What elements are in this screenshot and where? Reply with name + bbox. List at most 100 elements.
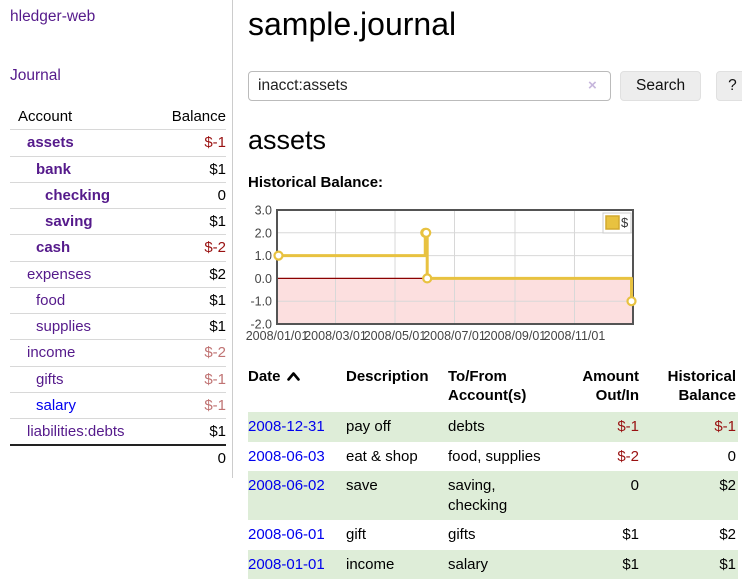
transaction-accounts: salary bbox=[448, 555, 489, 573]
brand-link[interactable]: hledger-web bbox=[10, 8, 96, 25]
account-row: bank $1 bbox=[10, 156, 226, 183]
register-header-row: Date Description To/From Account(s) Amou… bbox=[248, 366, 738, 413]
register-header-balance: Historical Balance bbox=[667, 367, 736, 404]
register-date-cell: 2008-01-01 bbox=[248, 550, 346, 580]
account-link-income[interactable]: income bbox=[27, 344, 76, 362]
y-tick-label: 2.0 bbox=[255, 226, 272, 240]
account-row: salary $-1 bbox=[10, 392, 226, 420]
account-row: assets $-1 bbox=[10, 129, 226, 157]
transaction-description: eat & shop bbox=[346, 447, 418, 465]
y-tick-label: 0.0 bbox=[255, 272, 272, 286]
account-balance: $-1 bbox=[156, 129, 226, 157]
account-link-checking[interactable]: checking bbox=[45, 186, 111, 204]
transaction-date-link[interactable]: 2008-12-31 bbox=[248, 418, 325, 436]
transaction-description: income bbox=[346, 555, 395, 573]
account-link-salary[interactable]: salary bbox=[36, 396, 77, 414]
transaction-amount: $-2 bbox=[617, 447, 639, 465]
legend-swatch bbox=[605, 215, 620, 230]
account-balance: $-2 bbox=[156, 339, 226, 367]
sidebar-item-journal[interactable]: Journal bbox=[10, 67, 61, 84]
register-date-cell: 2008-06-03 bbox=[248, 442, 346, 472]
x-tick-label: 2008/07/01 bbox=[423, 329, 486, 343]
account-row: liabilities:debts $1 bbox=[10, 418, 226, 446]
search-input[interactable] bbox=[248, 71, 611, 102]
account-row: cash $-2 bbox=[10, 234, 226, 262]
account-link-cash[interactable]: cash bbox=[36, 239, 71, 257]
register-date-cell: 2008-12-31 bbox=[248, 412, 346, 442]
accounts-table: Account Balance assets $-1 bank $1 checking 0… bbox=[10, 104, 226, 472]
account-link-saving[interactable]: saving bbox=[45, 213, 93, 230]
account-link-food[interactable]: food bbox=[36, 291, 66, 309]
account-link-expenses[interactable]: expenses bbox=[27, 265, 92, 283]
search-bar: × Search ? bbox=[248, 71, 742, 102]
account-balance: $1 bbox=[156, 156, 226, 183]
x-tick-label: 2008/03/01 bbox=[304, 329, 367, 343]
main-content: sample.journal × Search ? assets Histori… bbox=[233, 0, 742, 580]
transaction-amount: $1 bbox=[622, 526, 639, 544]
register-row: 2008-06-02 save saving, checking 0 $2 bbox=[248, 471, 738, 521]
y-tick-label: -1.0 bbox=[250, 294, 272, 308]
register-header-date[interactable]: Date bbox=[248, 366, 346, 413]
account-link-bank[interactable]: bank bbox=[36, 160, 72, 178]
register-row: 2008-06-03 eat & shop food, supplies $-2 0 bbox=[248, 442, 738, 472]
account-row: checking 0 bbox=[10, 182, 226, 210]
help-button[interactable]: ? bbox=[716, 71, 742, 102]
x-tick-label: 2008/11/01 bbox=[544, 329, 606, 343]
transaction-amount: $1 bbox=[622, 555, 639, 573]
transaction-date-link[interactable]: 2008-06-01 bbox=[248, 526, 325, 544]
transaction-accounts: debts bbox=[448, 418, 485, 436]
account-row: saving $1 bbox=[10, 208, 226, 236]
legend-label: $ bbox=[621, 215, 629, 230]
register-header-amount: Amount Out/In bbox=[582, 367, 639, 404]
search-button[interactable]: Search bbox=[620, 71, 702, 102]
account-link-liabilities-debts[interactable]: liabilities:debts bbox=[27, 423, 125, 440]
register-header-accounts: To/From Account(s) bbox=[448, 367, 527, 404]
register-date-cell: 2008-06-02 bbox=[248, 471, 346, 520]
account-balance: $2 bbox=[156, 261, 226, 288]
accounts-header-account: Account bbox=[10, 104, 156, 131]
account-row: gifts $-1 bbox=[10, 366, 226, 393]
transaction-balance: 0 bbox=[727, 447, 736, 465]
y-tick-label: -2.0 bbox=[250, 317, 272, 331]
account-link-assets[interactable]: assets bbox=[27, 134, 74, 152]
transaction-balance: $-1 bbox=[714, 418, 736, 436]
transaction-description: save bbox=[346, 477, 378, 495]
account-row: supplies $1 bbox=[10, 313, 226, 341]
x-tick-label: 2008/09/01 bbox=[484, 329, 547, 343]
x-tick-label: 2008/05/01 bbox=[364, 329, 427, 343]
transaction-amount: $-1 bbox=[617, 418, 639, 436]
account-link-supplies[interactable]: supplies bbox=[36, 318, 92, 335]
sidebar: hledger-web Journal Account Balance asse… bbox=[0, 0, 233, 478]
transaction-accounts: food, supplies bbox=[448, 447, 541, 465]
account-balance: $1 bbox=[156, 418, 226, 446]
chart-legend: $ bbox=[602, 212, 632, 234]
transaction-description: gift bbox=[346, 526, 367, 544]
account-row: food $1 bbox=[10, 287, 226, 315]
register-header-description: Description bbox=[346, 367, 429, 385]
x-tick-label: 2008/01/01 bbox=[246, 329, 309, 343]
transaction-date-link[interactable]: 2008-06-03 bbox=[248, 447, 325, 465]
account-row: income $-2 bbox=[10, 339, 226, 367]
transaction-date-link[interactable]: 2008-01-01 bbox=[248, 555, 325, 573]
register-row: 2008-06-01 gift gifts $1 $2 bbox=[248, 520, 738, 550]
accounts-total-row: 0 bbox=[10, 444, 226, 472]
clear-search-icon[interactable]: × bbox=[588, 77, 597, 95]
transaction-accounts: gifts bbox=[448, 526, 476, 544]
accounts-total-value: 0 bbox=[156, 444, 226, 472]
y-tick-label: 1.0 bbox=[255, 249, 272, 263]
page-title: sample.journal bbox=[248, 6, 457, 42]
accounts-header-balance: Balance bbox=[156, 104, 226, 131]
account-balance: $1 bbox=[156, 287, 226, 315]
register-row: 2008-01-01 income salary $1 $1 bbox=[248, 549, 738, 580]
transaction-balance: $2 bbox=[719, 526, 736, 544]
transaction-date-link[interactable]: 2008-06-02 bbox=[248, 477, 325, 495]
account-balance: 0 bbox=[156, 182, 226, 210]
balance-chart[interactable]: $3.0 2.0 1.0 0.0 -1.0 -2.02008/01/012008/03/0… bbox=[246, 203, 648, 347]
transaction-amount: 0 bbox=[630, 477, 639, 495]
y-tick-label: 3.0 bbox=[255, 203, 272, 217]
account-link-gifts[interactable]: gifts bbox=[36, 370, 64, 388]
account-balance: $1 bbox=[156, 208, 226, 236]
caret-up-icon bbox=[286, 371, 300, 381]
register-table-body: 2008-12-31 pay off debts $-1 $-1 2008-06-03 ea… bbox=[248, 412, 738, 580]
